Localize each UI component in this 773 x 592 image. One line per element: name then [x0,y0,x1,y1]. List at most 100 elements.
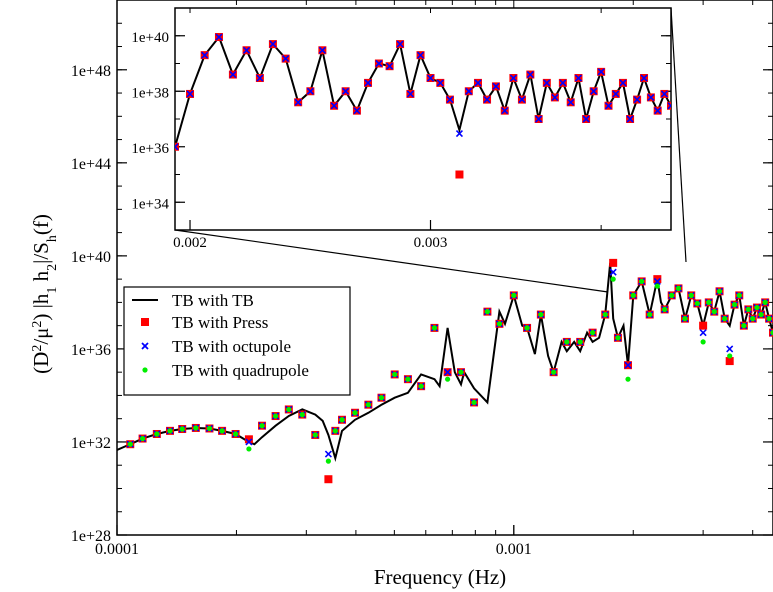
inset-x-tick-label: 0.002 [173,235,207,251]
inset-series-area [175,33,671,179]
main-series-3-point [179,426,185,432]
inset-series-2-point [626,115,634,123]
main-series-3-point [727,353,733,359]
legend-square-swatch [141,318,149,326]
main-series-2-point [726,345,734,353]
main-series-3-point [682,316,688,322]
main-series-3-point [458,369,464,375]
inset-series-2-point [509,74,517,82]
main-series-1-point [244,435,253,444]
main-x-tick-label: 0.0001 [95,541,139,558]
main-series-3-point [511,292,517,298]
inset-series-0-line [175,34,671,148]
inset-series-2-point [597,68,605,76]
main-series-3-point [332,428,338,434]
main-series-2-point [444,368,452,376]
main-series-3-point [770,330,773,336]
y-axis-title-part: /μ [29,328,53,345]
main-series-3-point [662,306,668,312]
main-series-3-point [246,446,252,452]
y-axis-title: (D2/μ2) |h1 h2|/Sh(f) [29,214,60,374]
main-series-3-point [590,330,596,336]
main-series-3-point [418,383,424,389]
legend-label: TB with quadrupole [172,361,309,380]
inset-series-2-point [306,87,314,95]
legend-x-swatch [141,342,149,350]
inset-series-2-point [242,46,251,54]
inset-series-1-point [455,170,464,179]
main-series-3-point [731,302,738,308]
inset-series-2-point [215,33,223,41]
main-series-3-point [647,311,653,318]
inset-series-2-point [436,79,444,87]
inset-series-2-point [256,74,264,82]
inset-series-2-point [667,102,671,110]
main-series-3-point [325,458,331,464]
main-series-3-point [299,411,305,418]
main-y-tick-label: 1e+40 [71,249,111,266]
main-y-tick-label: 1e+36 [71,342,111,359]
inset-series-2-point [364,79,372,87]
main-series-3-point [758,311,764,318]
inset-series-2-point [535,115,543,123]
main-series-3-point [484,309,491,315]
inset-series-2-point [604,102,613,110]
y-axis-title-subscript: 1 [45,287,60,294]
main-series-3-point [538,311,544,318]
legend: TB with TB TB with Press TB with octupol… [123,286,351,396]
svg-text:(D2/μ2) |h1 h2|/Sh(f): (D2/μ2) |h1 h2|/Sh(f) [29,214,60,374]
main-series-3-point [339,417,345,423]
main-series-2-point [245,438,253,446]
main-series-3-point [167,428,173,434]
inset-series-2-point [375,59,383,68]
main-series-3-point [365,402,371,408]
main-series-3-point [630,292,636,298]
main-series-3-point [694,300,700,307]
main-plot-lines [174,7,687,293]
main-series-3-point [193,425,199,431]
inset-series-2-point [501,107,509,115]
main-series-3-point [639,278,645,284]
main-series-3-point [750,316,756,322]
inset-series-2-point [465,87,473,95]
y-axis-title-part: |/S [29,242,53,264]
inset-series-2-point [282,55,290,63]
main-series-3-point [154,431,160,437]
main-series-3-point [496,321,503,327]
inset-series-1-point [175,142,179,151]
inset-y-tick-label: 1e+34 [131,196,169,212]
main-series-3-point [722,316,728,322]
main-series-3-point [688,292,694,298]
main-series-3-point [524,325,530,331]
main-series-3-point [206,425,213,432]
main-series-3-point [610,276,616,282]
inset-series-2-point [353,107,361,115]
legend-label: TB with Press [172,313,268,332]
main-series-1-point [725,357,734,366]
main-series-3-point [127,441,133,447]
main-series-3-point [259,423,265,429]
inset-plot: 0.002 0.003 1e+34 1e+36 1e+38 1e+40 [131,7,672,251]
main-series-3-point [741,323,747,329]
inset-series-2-point [612,90,620,98]
inset-series-2-point [567,98,575,106]
inset-series-2-point [559,79,567,87]
main-series-2-point [653,277,661,285]
main-series-3-point [745,306,751,312]
main-y-tick-label: 1e+44 [71,156,111,173]
legend-dot-swatch [142,367,148,373]
inset-series-2-point [175,143,179,151]
main-series-3-point [706,299,712,305]
main-y-tick-label: 1e+48 [71,63,111,80]
main-series-3-point [471,399,477,406]
inset-series-2-point [590,87,598,95]
inset-series-2-point [582,115,590,123]
inset-series-2-point [474,79,482,87]
main-series-area [117,258,773,484]
inset-series-2-point [543,79,551,87]
zoom-connector-line [670,7,687,263]
main-series-2-point [699,329,707,337]
inset-series-2-point [455,129,464,138]
inset-series-2-point [446,96,454,104]
main-series-3-point [766,316,772,322]
